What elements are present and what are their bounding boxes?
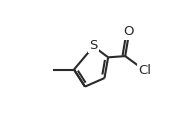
Text: S: S xyxy=(89,39,98,52)
Text: O: O xyxy=(124,25,134,38)
Text: Cl: Cl xyxy=(138,64,151,77)
